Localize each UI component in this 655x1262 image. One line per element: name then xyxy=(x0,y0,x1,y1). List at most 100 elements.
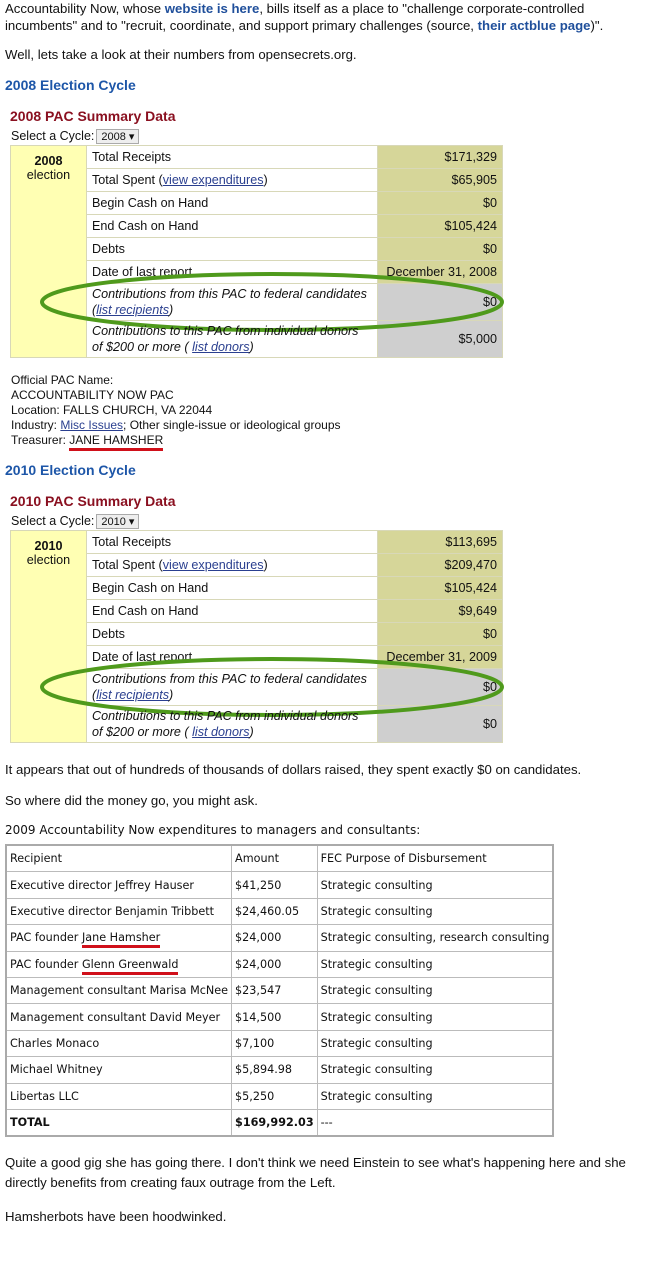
label-text: Contributions to this PAC from individua… xyxy=(92,709,359,739)
intro-paragraph: Well, lets take a look at their numbers … xyxy=(5,47,357,62)
row-label: Contributions from this PAC to federal c… xyxy=(40,272,504,332)
paragraph: Hamsherbots have been hoodwinked. xyxy=(5,1209,227,1225)
recipient-role: PAC founder xyxy=(10,931,82,945)
cell: Management consultant Marisa McNee xyxy=(5,976,233,1005)
summary-row: 2010 election Total Receipts $113,695 xyxy=(10,530,503,743)
row-value: December 31, 2008 xyxy=(377,260,503,284)
cell: $23,547 xyxy=(231,976,318,1005)
label-suffix: ) xyxy=(169,303,174,317)
cell: PAC founder Jane Hamsher xyxy=(5,924,233,952)
label-text: End Cash on Hand xyxy=(92,604,199,618)
row-value: $5,000 xyxy=(377,320,503,358)
expenditure-row: PAC founder Glenn Greenwald $24,000 Strate… xyxy=(5,950,554,978)
row-label: Contributions from this PAC to federal c… xyxy=(40,657,504,717)
cell: --- xyxy=(316,1108,554,1137)
cell: Strategic consulting xyxy=(316,1003,554,1031)
cell: Libertas LLC xyxy=(5,1082,233,1110)
row-value: $0 xyxy=(377,191,503,215)
election-cell: 2008 election xyxy=(10,145,87,358)
row-label: Total Receipts xyxy=(86,530,378,554)
expenditure-row: Management consultant Marisa McNee $23,54… xyxy=(5,976,554,1005)
expenditure-row: Michael Whitney $5,894.98 Strategic consul… xyxy=(5,1056,554,1084)
page: Accountability Now, whose website is her… xyxy=(5,1,650,1225)
label-text: Date of last report xyxy=(92,265,193,279)
expenditures-table: Recipient Amount FEC Purpose of Disburseme… xyxy=(5,844,555,1138)
row-value: December 31, 2009 xyxy=(377,645,503,669)
cycle-select: Select a Cycle: 2008 ▾ xyxy=(11,129,650,144)
cycles: 2008 Election Cycle 2008 PAC Summary Data… xyxy=(5,77,650,743)
row-label: Begin Cash on Hand xyxy=(86,191,378,215)
cell: Strategic consulting xyxy=(316,1029,554,1058)
label-link[interactable]: list recipients xyxy=(96,303,169,317)
industry-text: ; Other single-issue or ideological grou… xyxy=(123,418,341,432)
label-link[interactable]: list recipients xyxy=(96,688,169,702)
header-cell: Recipient xyxy=(5,844,233,873)
link[interactable]: their actblue page xyxy=(477,18,591,33)
expenditure-row: Executive director Jeffrey Hauser $41,250… xyxy=(5,871,554,899)
summary-title: 2010 PAC Summary Data xyxy=(10,493,176,509)
row-label: Contributions to this PAC from individua… xyxy=(86,320,378,358)
cycle: 2010 Election Cycle 2010 PAC Summary Data… xyxy=(5,462,650,743)
label-text: Debts xyxy=(92,627,125,641)
cycle-select: Select a Cycle: 2010 ▾ xyxy=(11,514,650,529)
row-value: $0 xyxy=(377,283,503,321)
cell: Strategic consulting xyxy=(316,1082,554,1110)
label-link[interactable]: list donors xyxy=(192,340,250,354)
treasurer-name: JANE HAMSHER xyxy=(69,433,164,451)
after-section: It appears that out of hundreds of thous… xyxy=(5,761,650,809)
cell: Michael Whitney xyxy=(5,1056,233,1084)
summary-table: 2010 election Total Receipts $113,695 Total … xyxy=(10,530,504,743)
cell: $169,992.03 xyxy=(231,1108,318,1137)
summary-row: End Cash on Hand $9,649 xyxy=(11,599,503,623)
label-text: Begin Cash on Hand xyxy=(92,196,209,210)
row-label: End Cash on Hand xyxy=(86,599,378,623)
label-link[interactable]: view expenditures xyxy=(162,558,264,572)
text: , bills itself as a place to "challenge … xyxy=(5,1,585,33)
link[interactable]: website is here xyxy=(164,1,260,16)
official-name-label: Official PAC Name: xyxy=(11,373,114,387)
label-link[interactable]: list donors xyxy=(192,725,250,739)
label-text: Begin Cash on Hand xyxy=(92,581,209,595)
select-label: Select a Cycle: xyxy=(11,514,95,528)
select-box[interactable]: 2010 ▾ xyxy=(96,514,140,529)
label-text: Total Spent ( xyxy=(92,558,163,572)
treasurer-label: Treasurer: xyxy=(11,433,70,447)
election-year: 2010 xyxy=(34,539,63,553)
recipient-name: Glenn Greenwald xyxy=(81,957,179,975)
cycle-heading: 2010 Election Cycle xyxy=(5,462,136,478)
row-label: Debts xyxy=(86,622,378,646)
row-value: $0 xyxy=(377,237,503,261)
summary-row: Debts $0 xyxy=(11,237,503,261)
cycle-heading: 2008 Election Cycle xyxy=(5,77,136,93)
label-text: Debts xyxy=(92,242,125,256)
official-name: ACCOUNTABILITY NOW PAC xyxy=(11,388,174,402)
header-row: Recipient Amount FEC Purpose of Disburseme… xyxy=(5,844,554,873)
expenditure-row: Executive director Benjamin Tribbett $24,… xyxy=(5,897,554,926)
row-label: Total Spent (view expenditures) xyxy=(86,553,378,577)
label-suffix: ) xyxy=(263,558,268,572)
cell: Executive director Benjamin Tribbett xyxy=(5,897,233,926)
industry-text: Industry: xyxy=(11,418,61,432)
select-label: Select a Cycle: xyxy=(11,129,95,143)
cell: Strategic consulting xyxy=(316,871,554,899)
select-value: 2008 xyxy=(101,131,126,143)
cell: Management consultant David Meyer xyxy=(5,1003,233,1031)
industry-link[interactable]: Misc Issues xyxy=(60,418,124,432)
row-label: Total Spent (view expenditures) xyxy=(86,168,378,192)
header-cell: Amount xyxy=(231,844,318,873)
text: )". xyxy=(590,18,604,33)
label-text: Total Receipts xyxy=(92,535,172,549)
select-box[interactable]: 2008 ▾ xyxy=(96,129,140,144)
row-value: $0 xyxy=(377,705,503,743)
row-label: Total Receipts xyxy=(86,145,378,169)
label-text: Total Receipts xyxy=(92,150,172,164)
cell: Strategic consulting xyxy=(316,897,554,926)
label-link[interactable]: view expenditures xyxy=(162,173,264,187)
label-suffix: ) xyxy=(169,688,174,702)
row-value: $9,649 xyxy=(377,599,503,623)
row-value: $171,329 xyxy=(377,145,503,169)
row-value: $65,905 xyxy=(377,168,503,192)
row-label: Date of last report xyxy=(86,260,378,284)
label-suffix: ) xyxy=(263,173,268,187)
expenditure-row: Charles Monaco $7,100 Strategic consulting xyxy=(5,1029,554,1058)
